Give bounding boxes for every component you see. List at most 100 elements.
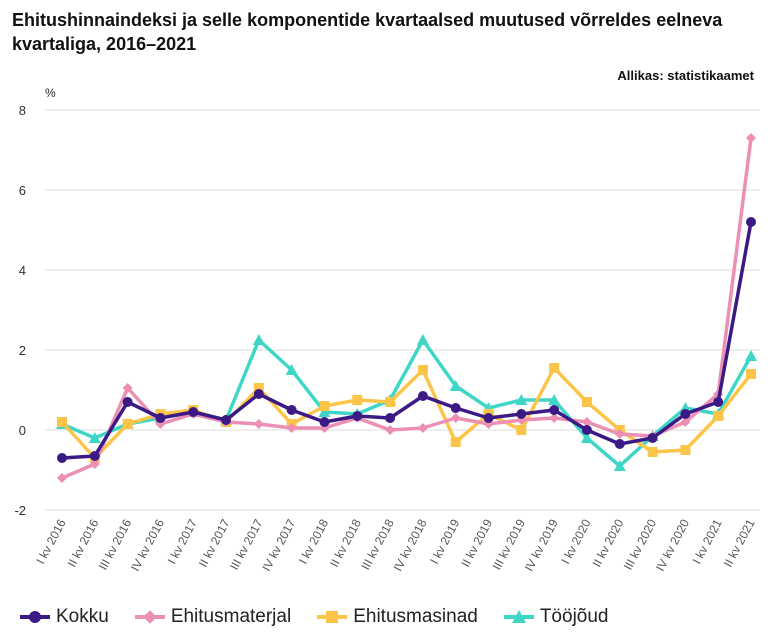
data-point	[385, 397, 396, 407]
source-note: Allikas: statistikaamet	[617, 68, 754, 83]
legend-label: Kokku	[56, 606, 109, 627]
data-point	[253, 419, 264, 429]
data-point	[352, 395, 363, 405]
data-point	[515, 394, 528, 405]
data-point	[450, 413, 461, 423]
x-tick-label: II kv 2016	[65, 517, 102, 570]
data-point	[680, 417, 691, 427]
data-point	[745, 350, 757, 361]
x-tick-label: I kv 2019	[427, 517, 462, 567]
y-axis-unit: %	[45, 86, 56, 100]
data-point	[188, 407, 199, 417]
legend-item: Tööjõud	[503, 606, 609, 628]
data-point	[549, 413, 560, 423]
legend-item: Ehitusmaterjal	[134, 606, 292, 628]
series-Kokku	[57, 217, 756, 463]
legend: Kokku Ehitusmaterjal Ehitusmasinad Tööjõud	[20, 606, 635, 628]
legend-label: Ehitusmasinad	[353, 606, 478, 627]
data-point	[516, 409, 527, 419]
data-point	[252, 334, 265, 345]
data-point	[680, 409, 691, 419]
data-point	[417, 365, 428, 375]
data-point	[647, 433, 658, 443]
data-point	[57, 417, 67, 427]
data-point	[450, 437, 461, 447]
data-point	[746, 217, 756, 227]
data-point	[549, 363, 560, 373]
data-point	[614, 429, 625, 439]
y-tick-label: 6	[19, 183, 26, 198]
data-point	[385, 425, 396, 435]
data-point	[88, 432, 101, 443]
data-point	[516, 425, 527, 435]
data-point	[352, 411, 363, 421]
data-point	[385, 413, 396, 423]
x-tick-label: II kv 2017	[196, 517, 233, 570]
legend-label: Ehitusmaterjal	[170, 606, 292, 627]
data-point	[253, 389, 264, 399]
y-tick-label: -2	[14, 503, 26, 518]
data-point	[483, 413, 494, 423]
y-tick-label: 8	[19, 103, 26, 118]
data-point	[417, 423, 428, 433]
data-point	[713, 411, 724, 421]
data-point	[319, 401, 330, 411]
data-point	[122, 419, 133, 429]
data-point	[613, 460, 626, 471]
data-point	[221, 415, 232, 425]
x-tick-label: I kv 2021	[690, 517, 725, 567]
x-tick-label: IV kv 2020	[653, 517, 692, 574]
x-tick-label: I kv 2016	[33, 517, 68, 567]
data-point	[581, 417, 592, 427]
data-point	[89, 459, 100, 469]
data-point	[417, 391, 428, 401]
x-tick-label: II kv 2021	[721, 517, 758, 570]
x-tick-label: IV kv 2017	[259, 517, 298, 574]
grid-lines	[45, 109, 760, 511]
data-point	[319, 417, 330, 427]
x-tick-label: I kv 2018	[296, 517, 331, 567]
data-point	[548, 394, 561, 405]
data-point	[580, 432, 593, 443]
series-group	[56, 133, 757, 483]
series-Ehitusmasinad	[57, 363, 756, 463]
data-point	[746, 133, 756, 143]
legend-marker-circle	[20, 609, 50, 625]
data-point	[122, 383, 133, 393]
data-point	[680, 445, 691, 455]
x-tick-label: II kv 2020	[590, 517, 627, 570]
data-point	[581, 425, 592, 435]
x-tick-label: I kv 2020	[558, 517, 593, 567]
series-line	[61, 221, 753, 460]
legend-marker-triangle	[503, 609, 534, 625]
data-point	[614, 439, 625, 449]
y-tick-label: 2	[19, 343, 26, 358]
data-point	[253, 383, 264, 393]
data-point	[286, 423, 297, 433]
legend-item: Ehitusmasinad	[317, 606, 478, 628]
data-point	[57, 473, 67, 483]
x-tick-label: IV kv 2018	[391, 517, 430, 574]
data-point	[122, 397, 133, 407]
y-tick-label: 0	[19, 423, 26, 438]
data-point	[89, 451, 100, 461]
data-point	[286, 405, 297, 415]
data-point	[450, 403, 461, 413]
legend-marker-diamond	[134, 609, 165, 625]
legend-label: Tööjõud	[539, 606, 609, 627]
x-tick-label: II kv 2018	[327, 517, 364, 570]
chart-title: Ehitushinnaindeksi ja selle komponentide…	[12, 10, 723, 54]
data-point	[155, 413, 166, 423]
y-tick-label: 4	[19, 263, 26, 278]
data-point	[416, 334, 429, 345]
x-tick-label: IV kv 2016	[128, 517, 167, 574]
data-point	[285, 364, 298, 375]
legend-item: Kokku	[20, 606, 109, 628]
series-line	[61, 137, 753, 480]
data-point	[318, 406, 331, 417]
data-point	[713, 397, 724, 407]
x-tick-label: I kv 2017	[165, 517, 200, 567]
data-point	[647, 447, 658, 457]
